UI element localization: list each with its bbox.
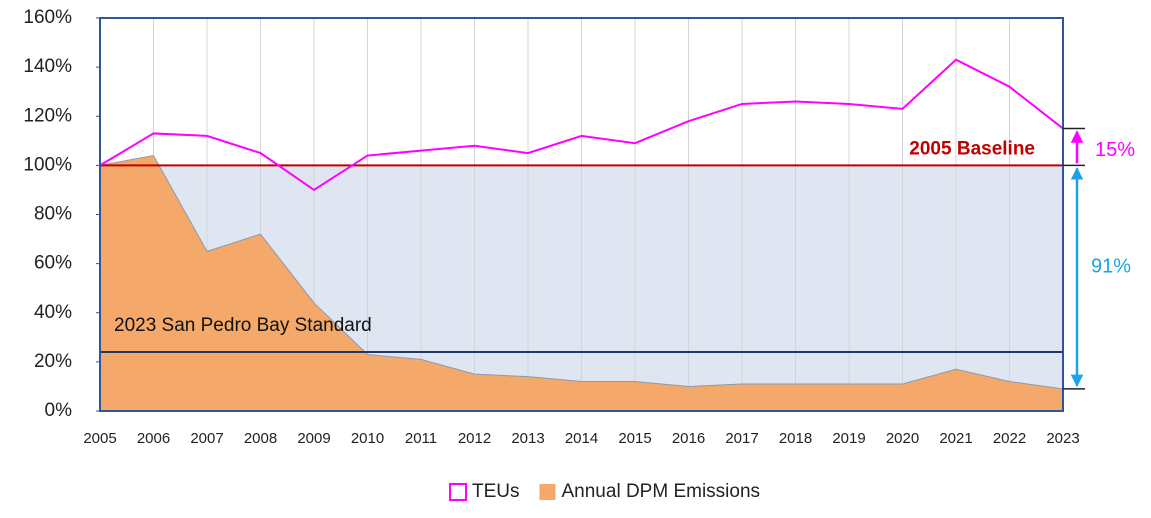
x-tick-label: 2016 (672, 430, 705, 447)
x-tick-label: 2009 (297, 430, 330, 447)
x-tick-label: 2008 (244, 430, 277, 447)
legend-swatch (449, 483, 467, 501)
y-tick-label: 40% (34, 302, 72, 323)
x-tick-label: 2012 (458, 430, 491, 447)
x-tick-label: 2019 (832, 430, 865, 447)
plot-frame (99, 17, 1064, 412)
legend-label: Annual DPM Emissions (562, 481, 761, 502)
legend-swatch (539, 484, 556, 500)
x-tick-label: 2007 (190, 430, 223, 447)
area (99, 154, 1064, 412)
x-tick-label: 2006 (137, 430, 170, 447)
y-tick-label: 60% (34, 253, 72, 274)
y-tick-label: 20% (34, 351, 72, 372)
legend-label: TEUs (472, 481, 520, 502)
reference-label: 2023 San Pedro Bay Standard (114, 315, 372, 336)
x-tick-label: 2013 (511, 430, 544, 447)
x-tick-label: 2010 (351, 430, 384, 447)
x-tick-label: 2015 (618, 430, 651, 447)
line (99, 58, 1064, 192)
x-tick-label: 2005 (83, 430, 116, 447)
y-tick-label: 80% (34, 204, 72, 225)
x-tick-label: 2023 (1046, 430, 1079, 447)
y-tick-label: 140% (23, 56, 72, 77)
x-tick-label: 2020 (886, 430, 919, 447)
reference-label: 2005 Baseline (909, 138, 1035, 159)
x-tick-label: 2018 (779, 430, 812, 447)
annotation: 15% (1095, 139, 1135, 161)
y-tick-label: 120% (23, 105, 72, 126)
x-tick-label: 2017 (725, 430, 758, 447)
x-tick-label: 2014 (565, 430, 598, 447)
x-tick-label: 2011 (405, 430, 437, 447)
x-tick-label: 2022 (993, 430, 1026, 447)
y-tick-label: 0% (45, 400, 73, 421)
x-tick-label: 2021 (939, 430, 972, 447)
y-tick-label: 100% (23, 154, 72, 175)
y-tick-label: 160% (23, 7, 72, 28)
annotation: 91% (1091, 255, 1131, 277)
